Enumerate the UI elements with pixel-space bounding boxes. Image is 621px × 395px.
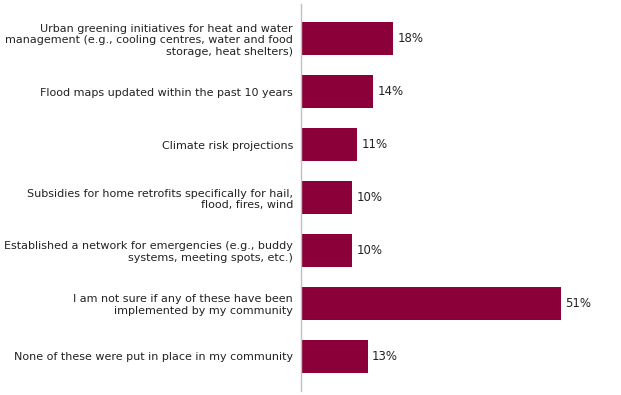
Text: 18%: 18% (397, 32, 424, 45)
Text: 10%: 10% (357, 191, 383, 204)
Text: 10%: 10% (357, 244, 383, 257)
Bar (301, 22, 393, 55)
Text: 11%: 11% (362, 138, 388, 151)
Bar (301, 234, 352, 267)
Text: 14%: 14% (377, 85, 403, 98)
Bar (301, 287, 561, 320)
Bar (301, 75, 373, 108)
Bar (301, 128, 357, 161)
Text: 13%: 13% (372, 350, 398, 363)
Bar (301, 181, 352, 214)
Text: 51%: 51% (566, 297, 591, 310)
Bar (301, 340, 368, 373)
